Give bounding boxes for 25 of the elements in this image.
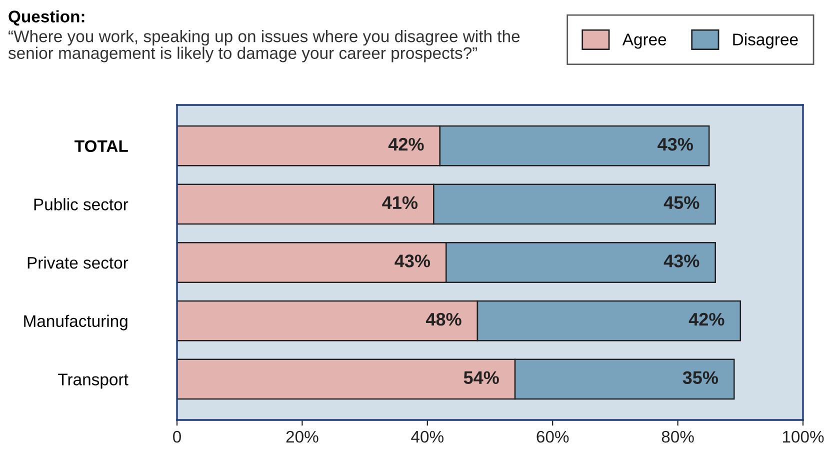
- data-label: 48%: [426, 312, 462, 326]
- x-tick-label: 0: [173, 430, 181, 443]
- legend-label: Disagree: [733, 33, 798, 49]
- y-tick-label: Transport: [58, 374, 128, 389]
- x-tick-label: 20%: [286, 430, 318, 443]
- data-label: 43%: [394, 254, 430, 268]
- data-label: 54%: [464, 371, 499, 384]
- data-label: 43%: [658, 138, 693, 151]
- data-label: 42%: [388, 138, 424, 151]
- y-tick-label: Private sector: [28, 256, 128, 269]
- y-tick-label: TOTAL: [74, 140, 128, 152]
- data-label: 43%: [664, 254, 700, 268]
- legend-label: Agree: [622, 34, 666, 49]
- chart-subtitle: “Where you work, speaking up on issues where you disagree with the senior management is likely to damage your career prospects?”: [8, 30, 520, 62]
- y-tick-label: Public sector: [34, 198, 128, 210]
- x-tick-label: 60%: [536, 430, 569, 443]
- x-tick-label: 100%: [782, 430, 824, 443]
- data-label: 41%: [382, 196, 418, 209]
- y-tick-label: Manufacturing: [24, 314, 128, 330]
- x-tick-label: 40%: [411, 430, 444, 443]
- data-label: 35%: [682, 371, 718, 384]
- chart-title: Question:: [8, 10, 84, 26]
- x-tick-label: 80%: [662, 430, 694, 443]
- data-label: 45%: [664, 196, 700, 210]
- data-label: 42%: [688, 312, 724, 326]
